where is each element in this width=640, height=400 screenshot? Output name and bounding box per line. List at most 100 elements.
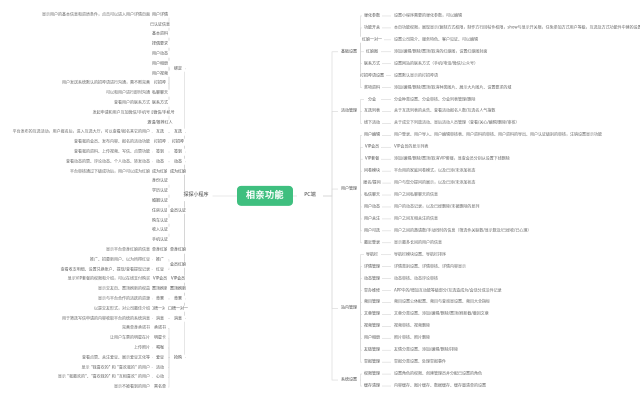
item-label[interactable]: 打招呼语设置 [358, 72, 386, 79]
item-label[interactable]: 邀请/推荐红人 [145, 119, 175, 126]
category-label[interactable]: 消息 [171, 315, 185, 322]
item-label[interactable]: 线下活动 [362, 120, 382, 127]
category-label[interactable]: 会员认证 [167, 207, 189, 215]
item-label[interactable]: 背景 [154, 295, 166, 303]
category-label[interactable]: 基础设置 [338, 48, 360, 56]
item-description: 查看动态的赞、评论动态、个人动态、转发动态 [64, 158, 152, 166]
category-label[interactable]: 置顶刷新 [167, 285, 189, 293]
category-label[interactable]: 单身红娘 [167, 246, 189, 254]
item-label[interactable]: 红豆 [154, 266, 166, 273]
item-description: 显示交友页、置顶刷新的权益 [96, 285, 152, 293]
item-label[interactable]: VIP套餐 [362, 155, 382, 163]
item-label[interactable]: 用户相册 [362, 334, 382, 342]
item-label[interactable]: 互选列表 [362, 108, 382, 115]
item-label[interactable]: 消息 [154, 315, 166, 322]
item-label[interactable]: 黑名单 [152, 383, 168, 391]
item-label[interactable]: 详情管理 [362, 263, 382, 270]
branch-label-miniprogram[interactable]: 探探小程序 [179, 191, 213, 201]
item-label[interactable]: 打招呼 [152, 80, 168, 87]
category-label[interactable]: 活动管理 [338, 108, 360, 115]
item-description: 查看我的会员、发布内容、报名的活动功能 [72, 138, 152, 146]
item-label[interactable]: 用户关注 [362, 215, 382, 223]
item-label[interactable]: 用户详情 [150, 11, 170, 19]
item-label[interactable]: 红娘图 [364, 48, 380, 56]
item-label[interactable]: 用户动态 [150, 50, 170, 58]
item-label[interactable]: 口碑一对一 [148, 305, 172, 313]
item-label[interactable]: 互加微信/手机号 [143, 109, 177, 117]
item-description: 频目设置公休配置、频目与查询显设置、频目大全指标 [392, 299, 492, 306]
item-label[interactable]: 用户编辑 [362, 132, 382, 139]
item-label[interactable]: 单身红娘 [150, 246, 170, 254]
item-label[interactable]: 缓存清理 [362, 382, 382, 390]
item-label[interactable]: 友链管理 [362, 346, 382, 354]
item-label[interactable]: 私聊聊天 [150, 89, 170, 97]
item-label[interactable]: 用户视频 [150, 70, 170, 77]
item-label[interactable]: 奖项资料 [362, 84, 382, 91]
item-label[interactable]: 择偶要求 [150, 40, 170, 48]
item-label[interactable]: 问卷模块 [362, 167, 382, 175]
item-label[interactable]: 文章管理 [362, 311, 382, 318]
item-label[interactable]: 住房认证 [150, 207, 170, 215]
item-label[interactable]: 动态管理 [362, 275, 382, 282]
item-description: 设置小程序需要的弹化参数，可以编辑 [392, 12, 464, 20]
item-label[interactable]: 已认证信息 [148, 21, 172, 28]
item-label[interactable]: 心动 [154, 374, 166, 381]
category-label[interactable]: 用户管理 [338, 185, 360, 193]
item-label[interactable]: 身份认证 [150, 178, 170, 185]
item-label[interactable]: 用户相册 [150, 60, 170, 68]
item-label[interactable]: 学历认证 [150, 187, 170, 195]
item-label[interactable]: 联系方式 [150, 99, 170, 107]
item-label[interactable]: 活动 [154, 364, 166, 371]
item-label[interactable]: 举办维修 [362, 287, 382, 294]
item-label[interactable]: 互选 [154, 129, 166, 136]
item-label[interactable]: 基本资料 [150, 31, 170, 38]
item-label[interactable]: 最近登录 [362, 239, 382, 247]
item-label[interactable]: 分会 [366, 96, 378, 103]
item-label[interactable]: 动态 [154, 158, 166, 166]
item-label[interactable]: VIP会员 [362, 143, 382, 151]
item-label[interactable]: 用户动态 [362, 203, 382, 211]
item-label[interactable]: 明星卡 [152, 334, 168, 342]
branch-label-pc[interactable]: PC端 [300, 191, 320, 201]
item-label[interactable]: 签到 [154, 148, 166, 156]
item-label[interactable]: 推广 [154, 256, 166, 264]
item-label[interactable]: 用户可选 [362, 227, 382, 235]
item-label[interactable]: 联系方式 [362, 60, 382, 68]
item-description: 添加/编辑/删除/置顶/取消VIP套餐，显查会员分别从设置下线删除 [392, 155, 512, 163]
item-label[interactable]: 承诺书 [152, 325, 168, 332]
item-label[interactable]: 置顶刷新 [150, 285, 170, 293]
category-label[interactable]: 打招呼 [169, 138, 187, 146]
item-label[interactable]: 视频管理 [362, 323, 382, 330]
item-label[interactable]: 成为红娘 [150, 168, 170, 175]
item-label[interactable]: 举报管理 [362, 358, 382, 366]
item-label[interactable]: 私信聊天 [362, 191, 382, 199]
item-label[interactable]: 爱豆 [154, 354, 166, 361]
item-label[interactable]: VIP会员 [150, 276, 170, 283]
item-label[interactable]: 功能开关 [362, 24, 382, 32]
item-label[interactable]: 权限管理 [362, 370, 382, 378]
item-label[interactable]: 匿名/提问 [361, 179, 383, 187]
category-label[interactable]: 系统设置 [338, 376, 360, 384]
item-label[interactable]: 收入认证 [150, 227, 170, 234]
category-label[interactable]: 抢购 [171, 354, 185, 361]
category-label[interactable]: 互选 [171, 129, 185, 136]
item-label[interactable]: 婚姻认证 [150, 197, 170, 205]
category-label[interactable]: 签到 [171, 148, 185, 156]
item-label[interactable]: 导航栏 [364, 251, 380, 259]
category-label[interactable]: 会员红娘 [167, 261, 189, 268]
category-label[interactable]: 绑定 [171, 65, 185, 73]
category-label[interactable]: 背景 [171, 295, 185, 303]
category-label[interactable]: 成为红娘 [167, 168, 189, 175]
category-label[interactable]: 动态 [171, 158, 185, 166]
item-label[interactable]: 红娘一对一 [360, 36, 384, 44]
item-label[interactable]: 购车认证 [150, 217, 170, 224]
item-label[interactable]: 频目管理 [362, 299, 382, 306]
category-label[interactable]: VIP会员 [167, 276, 189, 283]
item-label[interactable]: 手机认证 [150, 236, 170, 244]
category-label[interactable]: 口碑一对一 [165, 305, 191, 313]
item-label[interactable]: 喝咖 [154, 344, 166, 352]
item-label[interactable]: 弹化参数 [362, 12, 382, 20]
item-label[interactable]: 打招呼 [152, 138, 168, 146]
category-label[interactable]: 站内管理 [338, 305, 360, 312]
item-description: 关于互选列表的关告、查看活动报名人数/互选名人气指数 [392, 108, 498, 115]
